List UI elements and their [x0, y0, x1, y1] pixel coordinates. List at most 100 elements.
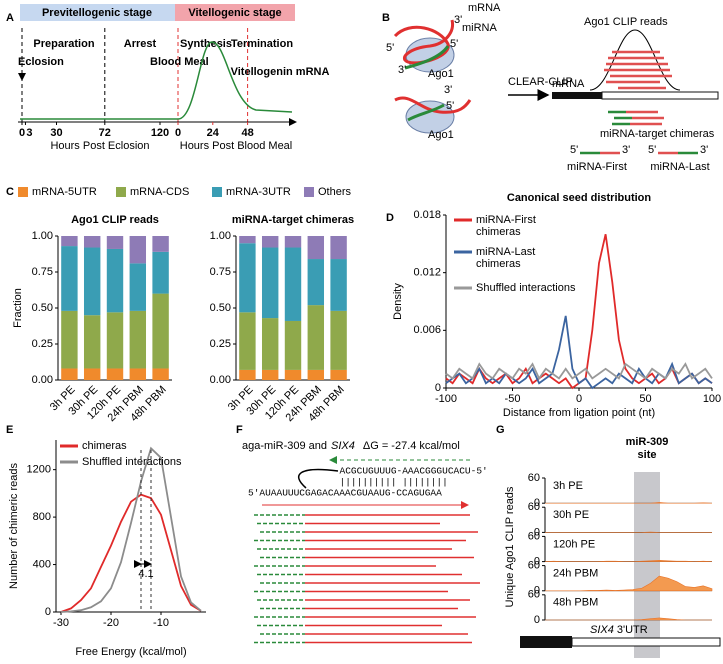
- end-label: 5': [446, 100, 454, 112]
- bar-segment: [330, 369, 347, 380]
- coverage-area: [544, 559, 713, 562]
- curve: [20, 41, 293, 120]
- cds-block: [552, 92, 602, 99]
- stage-bar: [175, 4, 295, 21]
- event-label: Eclosion: [18, 56, 64, 68]
- chart-title: Ago1 CLIP reads: [71, 214, 159, 226]
- target-sequence: 5'AUAAUUUCGAGACAAACGUAAUG-CCAGUGAA: [248, 488, 442, 499]
- end-label: 3': [700, 144, 708, 156]
- end-label: 5': [450, 38, 458, 50]
- tick-label: 3: [26, 127, 32, 139]
- legend-label: chimeras: [82, 440, 127, 452]
- legend-label: miRNA-Last chimeras: [476, 246, 536, 270]
- bar-segment: [307, 259, 325, 306]
- bar-segment: [330, 310, 347, 370]
- y-tick-label: 0.75: [210, 266, 231, 278]
- utr-block: [571, 637, 721, 647]
- legend-label: Shuffled interactions: [82, 456, 182, 468]
- bar-segment: [284, 320, 302, 370]
- y-tick-label: 60: [528, 560, 540, 572]
- y-tick-label: 0.25: [210, 338, 231, 350]
- x-axis-title: Distance from ligation point (nt): [503, 407, 655, 419]
- end-label: 5': [648, 144, 656, 156]
- x-tick-label: 100: [703, 393, 721, 405]
- tick-label: 0: [175, 127, 181, 139]
- bar-segment: [61, 368, 78, 380]
- axis-title: Hours Post Blood Meal: [180, 140, 293, 152]
- bar-segment: [106, 312, 124, 369]
- phase-label: Preparation: [33, 38, 94, 50]
- y-tick-label: 0: [534, 497, 540, 509]
- cds-block: [520, 636, 572, 648]
- legend-label: Shuffled interactions: [476, 282, 576, 294]
- y-axis-title: Fraction: [12, 288, 24, 328]
- bar-segment: [106, 248, 124, 313]
- x-tick-label: 0: [576, 393, 582, 405]
- phase-label: Termination: [231, 38, 293, 50]
- mirna-sequence: ACGCUGUUUG-AAACGGGUCACU-5': [340, 466, 488, 477]
- y-tick-label: 0.00: [32, 374, 53, 386]
- y-axis-title: Unique Ago1 CLIP reads: [504, 486, 516, 607]
- label: Ago1 CLIP reads: [584, 16, 668, 28]
- bar-segment: [261, 369, 279, 380]
- legend-label: mRNA-3UTR: [226, 186, 291, 198]
- tick-label: 24: [207, 127, 220, 139]
- y-tick-label: 1200: [27, 464, 51, 476]
- y-tick-label: 1.00: [210, 230, 231, 242]
- y-tick-label: 0.50: [210, 302, 231, 314]
- label: miRNA-target chimeras: [600, 128, 715, 140]
- y-tick-label: 800: [33, 511, 51, 523]
- bar-segment: [106, 236, 124, 249]
- curve-label: Vitellogenin mRNA: [231, 66, 330, 78]
- panel-letter: F: [236, 424, 243, 436]
- coverage-area: [545, 502, 713, 504]
- y-tick-label: 0.25: [32, 338, 53, 350]
- region-name: 3'UTR: [617, 624, 648, 636]
- x-tick-label: -100: [435, 393, 457, 405]
- y-tick-label: 0: [435, 382, 441, 394]
- tick-label: 72: [99, 127, 111, 139]
- legend-label-box: Shuffled interactions: [476, 282, 576, 294]
- y-tick-label: 60: [528, 589, 540, 601]
- track-label: 48h PBM: [553, 597, 598, 609]
- chart-title: miRNA-target chimeras: [232, 214, 354, 226]
- series-line: [60, 446, 202, 613]
- protein-label: Ago1: [428, 68, 454, 80]
- coverage-area: [545, 575, 713, 592]
- panel-letter: E: [6, 424, 13, 436]
- end-label: 3': [444, 84, 452, 96]
- protein-label: Ago1: [428, 129, 454, 141]
- bar-segment: [284, 247, 302, 321]
- bar-segment: [61, 246, 78, 311]
- stage-bar: [20, 4, 175, 21]
- method-label: CLEAR-CLIP: [508, 76, 573, 88]
- mirna-strand: [404, 45, 450, 70]
- track-label: 30h PE: [553, 509, 589, 521]
- tick-label: 120: [151, 127, 169, 139]
- bar-segment: [284, 369, 302, 380]
- bar-segment: [129, 310, 147, 369]
- bar-segment: [330, 259, 347, 311]
- bar-segment: [307, 305, 325, 370]
- mrna-strand: [394, 96, 472, 114]
- title-part: aga-miR-309 and: [242, 440, 327, 452]
- base-pairs: |||||||||| ||||||||: [340, 477, 448, 488]
- x-tick-label: -20: [103, 617, 119, 629]
- end-label: 5': [386, 42, 394, 54]
- legend-label-box: Shuffled interactions: [82, 456, 182, 468]
- y-tick-label: 0.50: [32, 302, 53, 314]
- track-label: 3h PE: [553, 480, 583, 492]
- label: miRNA-First: [567, 161, 627, 173]
- series-line: [445, 315, 713, 390]
- bar-segment: [239, 236, 256, 244]
- bar-segment: [239, 243, 256, 313]
- duplex-title: aga-miR-309 and SIX4 ΔG = -27.4 kcal/mol: [242, 440, 460, 452]
- label: mRNA: [468, 2, 501, 14]
- legend-swatch: [18, 187, 28, 197]
- bar-segment: [83, 368, 101, 380]
- bar-segment: [261, 318, 279, 370]
- label: mRNA: [552, 78, 585, 90]
- y-tick-label: 0.012: [413, 267, 441, 279]
- panel-letter: C: [6, 186, 14, 198]
